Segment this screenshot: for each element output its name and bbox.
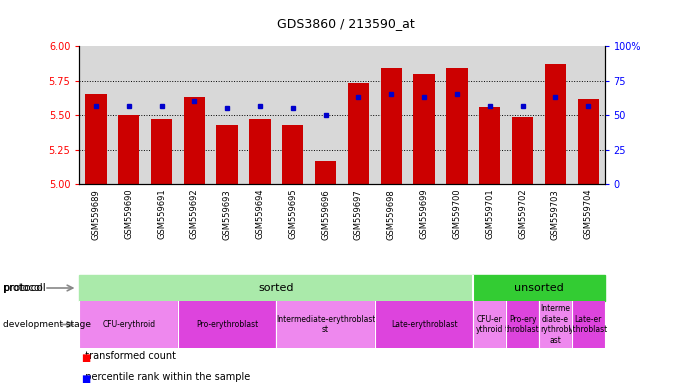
Text: GSM559703: GSM559703	[551, 189, 560, 240]
Text: GSM559693: GSM559693	[223, 189, 231, 240]
Bar	[348, 83, 369, 184]
Bar	[375, 301, 473, 348]
Text: GSM559689: GSM559689	[91, 189, 100, 240]
Text: GSM559704: GSM559704	[584, 189, 593, 240]
Bar	[539, 301, 571, 348]
Text: Intermediate-erythroblast
st: Intermediate-erythroblast st	[276, 315, 375, 334]
Text: Pro-erythroblast: Pro-erythroblast	[196, 320, 258, 329]
Text: protocol: protocol	[3, 283, 46, 293]
Text: GDS3860 / 213590_at: GDS3860 / 213590_at	[276, 17, 415, 30]
Text: development stage: development stage	[3, 320, 91, 329]
Bar	[381, 68, 402, 184]
Text: GSM559698: GSM559698	[387, 189, 396, 240]
Bar	[413, 74, 435, 184]
Text: CFU-er
ythroid: CFU-er ythroid	[476, 315, 504, 334]
Text: GSM559697: GSM559697	[354, 189, 363, 240]
Text: GSM559690: GSM559690	[124, 189, 133, 240]
Bar	[216, 125, 238, 184]
Bar	[545, 64, 566, 184]
Bar	[571, 301, 605, 348]
Bar	[512, 117, 533, 184]
Text: GSM559695: GSM559695	[288, 189, 297, 240]
Bar	[178, 301, 276, 348]
Bar	[315, 161, 337, 184]
Text: GSM559700: GSM559700	[453, 189, 462, 240]
Bar	[184, 97, 205, 184]
Bar	[578, 99, 599, 184]
Text: sorted: sorted	[258, 283, 294, 293]
Text: ■: ■	[82, 374, 91, 384]
Text: transformed count: transformed count	[79, 351, 176, 361]
Text: GSM559691: GSM559691	[157, 189, 166, 240]
Text: GSM559692: GSM559692	[190, 189, 199, 240]
Text: Late-er
ythroblast: Late-er ythroblast	[569, 315, 608, 334]
Bar	[85, 94, 106, 184]
Text: Late-erythroblast: Late-erythroblast	[391, 320, 457, 329]
Bar	[276, 301, 375, 348]
Bar	[118, 115, 140, 184]
Text: GSM559696: GSM559696	[321, 189, 330, 240]
Bar	[446, 68, 468, 184]
Bar	[249, 119, 271, 184]
Text: CFU-erythroid: CFU-erythroid	[102, 320, 155, 329]
Text: GSM559701: GSM559701	[485, 189, 494, 240]
Bar	[479, 107, 500, 184]
Bar	[506, 301, 539, 348]
Bar	[473, 275, 605, 301]
Text: percentile rank within the sample: percentile rank within the sample	[79, 372, 251, 382]
Text: unsorted: unsorted	[514, 283, 564, 293]
Bar	[79, 301, 178, 348]
Bar	[282, 125, 303, 184]
Text: GSM559694: GSM559694	[256, 189, 265, 240]
Bar	[473, 301, 506, 348]
Text: ■: ■	[82, 353, 91, 363]
Text: GSM559699: GSM559699	[419, 189, 428, 240]
Text: Interme
diate-e
rythrobl
ast: Interme diate-e rythrobl ast	[540, 305, 571, 344]
Text: protocol: protocol	[3, 283, 43, 293]
Text: GSM559702: GSM559702	[518, 189, 527, 240]
Text: Pro-ery
throblast: Pro-ery throblast	[505, 315, 540, 334]
Bar	[79, 275, 473, 301]
Bar	[151, 119, 172, 184]
